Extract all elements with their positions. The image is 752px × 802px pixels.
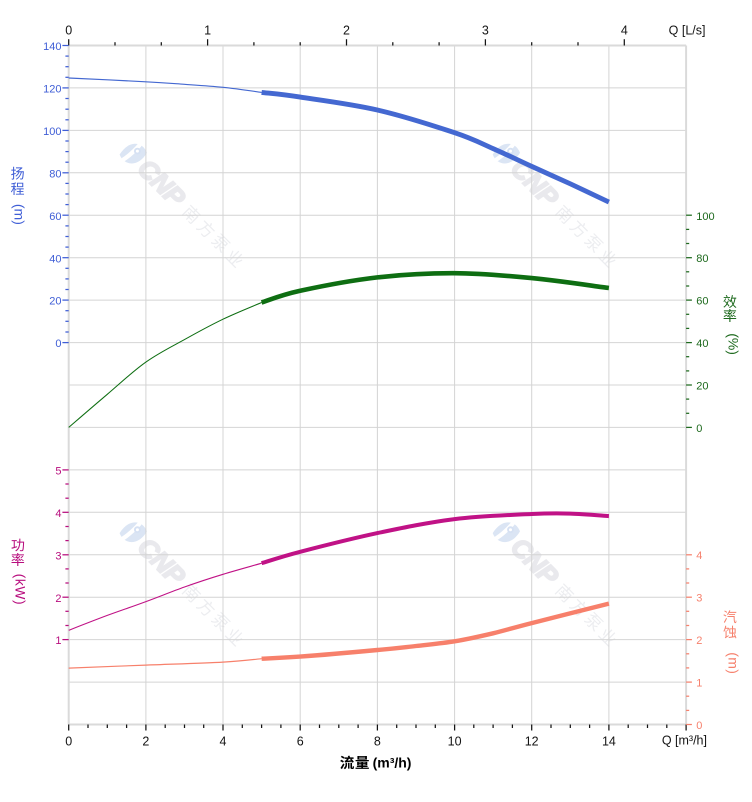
svg-text:4: 4 [220, 734, 227, 748]
svg-text:5: 5 [55, 466, 61, 478]
svg-text:100: 100 [43, 126, 61, 138]
svg-text:0: 0 [65, 734, 72, 748]
svg-text:12: 12 [525, 734, 539, 748]
svg-text:80: 80 [49, 168, 61, 180]
svg-text:(m³/h): (m³/h) [373, 755, 412, 771]
svg-text:40: 40 [696, 338, 708, 350]
svg-text:10: 10 [448, 734, 462, 748]
svg-text:40: 40 [49, 253, 61, 265]
svg-text:3: 3 [696, 593, 702, 605]
svg-text:(m): (m) [726, 652, 742, 674]
svg-text:2: 2 [696, 635, 702, 647]
svg-text:6: 6 [297, 734, 304, 748]
svg-text:Q [L/s]: Q [L/s] [669, 24, 706, 38]
svg-text:20: 20 [696, 381, 708, 393]
svg-text:1: 1 [204, 24, 211, 38]
svg-text:20: 20 [49, 296, 61, 308]
svg-text:8: 8 [374, 734, 381, 748]
svg-text:2: 2 [343, 24, 350, 38]
svg-text:2: 2 [55, 593, 61, 605]
svg-text:60: 60 [49, 211, 61, 223]
svg-text:4: 4 [696, 550, 702, 562]
svg-text:1: 1 [55, 635, 61, 647]
svg-text:120: 120 [43, 84, 61, 96]
svg-text:4: 4 [621, 24, 628, 38]
svg-text:(m): (m) [11, 204, 27, 225]
svg-text:60: 60 [696, 296, 708, 308]
svg-text:14: 14 [602, 734, 616, 748]
svg-text:3: 3 [482, 24, 489, 38]
svg-text:(%): (%) [726, 333, 742, 355]
svg-text:0: 0 [55, 338, 61, 350]
svg-text:0: 0 [65, 24, 72, 38]
svg-text:100: 100 [696, 211, 714, 223]
svg-text:1: 1 [696, 678, 702, 690]
svg-text:Q [m³/h]: Q [m³/h] [662, 734, 707, 748]
svg-text:2: 2 [142, 734, 149, 748]
svg-text:80: 80 [696, 253, 708, 265]
svg-text:0: 0 [696, 423, 702, 435]
svg-text:140: 140 [43, 41, 61, 53]
svg-text:0: 0 [696, 720, 702, 732]
svg-text:(kW): (kW) [12, 574, 28, 606]
svg-text:4: 4 [55, 508, 61, 520]
svg-text:3: 3 [55, 550, 61, 562]
